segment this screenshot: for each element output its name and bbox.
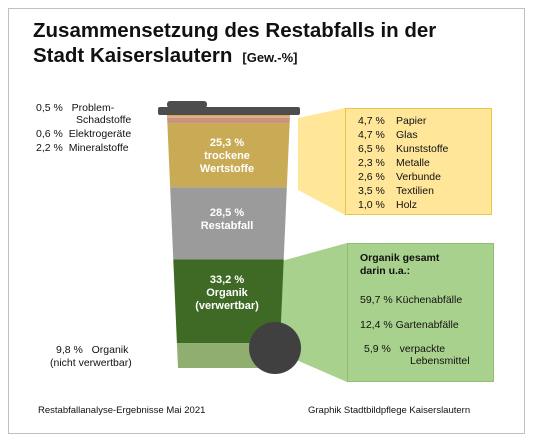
bin-lid (158, 107, 300, 115)
bin-segment-elektrogeräte (167, 116, 290, 118)
bin-segment-trockene-wertstoffe (167, 123, 290, 188)
organik-heading-2: darin u.a.: (360, 265, 411, 277)
holz-label: Holz (396, 199, 418, 211)
textilien-label: Textilien (396, 185, 434, 197)
chart-frame (8, 8, 525, 434)
bin-segment-restabfall (170, 187, 287, 260)
lebensmittel-value: 5,9 % (364, 343, 391, 355)
papier-value: 4,7 % (358, 115, 385, 127)
organik-segment-line2: (verwertbar) (195, 300, 259, 312)
organik-segment-value: 33,2 % (209, 274, 245, 286)
mineral-label: Mineralstoffe (68, 142, 129, 154)
wertstoffe-segment-line1: trockene (204, 150, 250, 162)
metalle-label: Metalle (396, 157, 430, 169)
garten-value: 12,4 % (360, 319, 393, 331)
wertstoffe-segment-value: 25,3 % (209, 137, 245, 149)
organik-heading-1: Organik gesamt (360, 252, 440, 264)
restabfall-segment-line1: Restabfall (200, 220, 254, 232)
organik-nv-value: 9,8 % (56, 344, 83, 356)
chart-title: Zusammensetzung des Restabfalls in der S… (33, 18, 436, 70)
problemstoffe-label: Problem- (71, 102, 115, 114)
bin-handle (167, 101, 207, 108)
wertstoffe-breakdown-box: 4,7 % Papier 4,7 % Glas 6,5 % Kunststoffe 2… (345, 108, 492, 215)
footer-source: Restabfallanalyse-Ergebnisse Mai 2021 (38, 405, 206, 416)
wertstoffe-segment-line2: Wertstoffe (199, 163, 255, 175)
bin-segment-organik-verwertbar (173, 259, 284, 344)
problemstoffe-label-2: Schadstoffe (76, 114, 132, 126)
lebensmittel-label-2: Lebensmittel (410, 355, 470, 367)
verbunde-value: 2,6 % (358, 171, 385, 183)
title-line-1: Zusammensetzung des Restabfalls in der (33, 19, 437, 42)
organik-segment-line1: Organik (206, 287, 248, 299)
verbunde-label: Verbunde (396, 171, 441, 183)
papier-label: Papier (396, 115, 427, 127)
bin-segment-mineralstoffe (167, 117, 290, 124)
kuechen-label: Küchenabfälle (395, 294, 463, 306)
title-line-2: Stadt Kaiserslautern (33, 44, 233, 67)
metalle-value: 2,3 % (358, 157, 385, 169)
organik-nv-label: Organik (91, 344, 129, 356)
kunststoffe-value: 6,5 % (358, 143, 385, 155)
bin-wheel (249, 322, 301, 374)
textilien-value: 3,5 % (358, 185, 385, 197)
glas-value: 4,7 % (358, 129, 385, 141)
holz-value: 1,0 % (358, 199, 385, 211)
title-unit: [Gew.-%] (242, 50, 298, 65)
footer-credit: Graphik Stadtbildpflege Kaiserslautern (308, 405, 471, 416)
problemstoffe-value: 0,5 % (36, 102, 63, 114)
kuechen-value: 59,7 % (360, 294, 393, 306)
garten-label: Gartenabfälle (395, 319, 459, 331)
kunststoffe-label: Kunststoffe (396, 143, 449, 155)
elektro-label: Elektrogeräte (68, 128, 132, 140)
glas-label: Glas (396, 129, 418, 141)
organik-nv-label-2: (nicht verwertbar) (50, 357, 132, 369)
wertstoffe-callout-connector (298, 108, 345, 215)
bin-segment-problem-schadstoffe (167, 115, 290, 117)
restabfall-segment-value: 28,5 % (209, 207, 245, 219)
lebensmittel-label: verpackte (399, 343, 446, 355)
organik-breakdown-box: Organik gesamt darin u.a.: 59,7 % Küchen… (347, 243, 494, 382)
elektro-value: 0,6 % (36, 128, 63, 140)
mineral-value: 2,2 % (36, 142, 63, 154)
